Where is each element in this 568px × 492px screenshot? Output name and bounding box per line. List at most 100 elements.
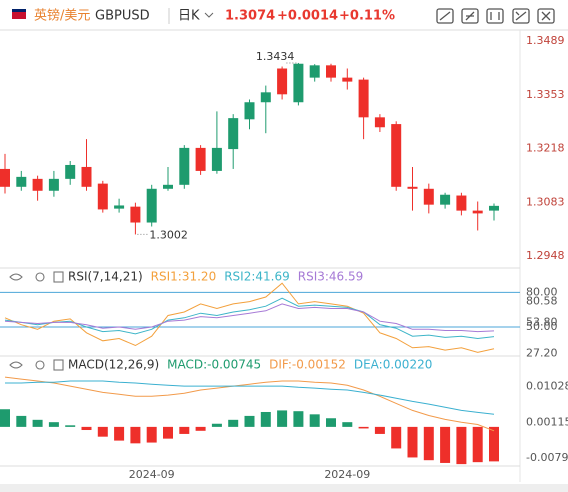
candle-body [16, 176, 27, 187]
histogram-bar [326, 418, 336, 427]
candle-body [211, 147, 222, 171]
histogram-bar [179, 426, 190, 434]
histogram-bar [81, 426, 92, 431]
change-pct: +0.11% [339, 9, 395, 24]
candle-body [195, 147, 206, 171]
indicator-title: MACD(12,26,9) [68, 358, 159, 372]
candle-body [472, 210, 483, 214]
histogram-bar [293, 411, 304, 427]
histogram-bar [48, 422, 59, 427]
candle-body [114, 205, 125, 209]
candle-body [293, 63, 304, 103]
y-tick-label: 50.00 [526, 320, 558, 333]
x-tick-label: 2024-09 [324, 468, 370, 481]
histogram-bar [374, 426, 385, 434]
histogram-bar [211, 423, 222, 427]
candle-body [277, 68, 288, 95]
candle-body [374, 117, 385, 128]
legend-entry: DIF:-0.00152 [269, 358, 346, 372]
histogram-bar [244, 415, 255, 427]
legend-entry: DEA:0.00220 [354, 358, 433, 372]
close-button[interactable] [537, 8, 555, 24]
histogram-bar [228, 419, 239, 427]
settings-button[interactable] [35, 360, 45, 370]
candle-body [81, 166, 92, 187]
histogram-bar [407, 426, 418, 458]
candle-body [407, 186, 418, 189]
indicator-title: RSI(7,14,21) [68, 270, 143, 284]
histogram-bar [130, 426, 141, 444]
tool-button[interactable] [436, 8, 454, 24]
tool-button[interactable] [512, 8, 530, 24]
histogram-bar [391, 426, 402, 449]
legend-entry: RSI3:46.59 [298, 270, 364, 284]
tool-button[interactable] [486, 8, 504, 24]
indicator-line [4, 282, 495, 353]
histogram-bar [16, 415, 27, 427]
candle-body [326, 65, 336, 78]
histogram-bar [32, 419, 43, 427]
candle-body [342, 77, 353, 82]
histogram-bar [342, 422, 353, 427]
value-tag: 53.80 [526, 316, 558, 329]
candle-body [391, 124, 402, 187]
tool-icon [490, 12, 500, 20]
y-tick-label: 1.2948 [526, 249, 565, 262]
indicator-line [4, 303, 495, 333]
candle-body [163, 184, 173, 189]
candle-body [32, 178, 43, 191]
visibility-toggle[interactable] [9, 361, 23, 369]
y-tick-label: 1.3218 [526, 142, 565, 155]
histogram-bar [0, 409, 10, 427]
y-tick-label: 1.3489 [526, 34, 565, 47]
histogram-bar [440, 426, 451, 463]
candle-body [0, 168, 10, 187]
high-annotation: 1.3434 [256, 50, 295, 63]
symbol-icon [12, 9, 26, 19]
indicator-icon [53, 359, 64, 371]
symbol-code: GBPUSD [95, 9, 150, 24]
candle-body [244, 102, 255, 120]
histogram-bar [114, 426, 125, 441]
value-tag: 80.58 [526, 295, 558, 308]
candle-body [358, 79, 369, 118]
y-tick-label: 80.00 [526, 285, 558, 298]
histogram-bar [65, 425, 76, 427]
y-tick-label: -0.00798 [526, 451, 568, 464]
symbol-name: 英镑/美元 [34, 8, 90, 24]
period-dropdown[interactable] [204, 12, 214, 18]
settings-button[interactable] [35, 272, 45, 282]
candle-body [260, 92, 271, 103]
period[interactable]: 日K [178, 9, 200, 24]
candle-body [423, 188, 434, 205]
y-tick-label: 1.3353 [526, 88, 565, 101]
price: 1.3074 [225, 9, 275, 24]
tool-icon [439, 11, 451, 21]
tool-icon [465, 11, 475, 21]
scrollbar[interactable] [0, 484, 568, 492]
value-tag: 27.20 [526, 346, 558, 359]
histogram-bar [472, 426, 483, 463]
histogram-bar [163, 426, 173, 439]
y-tick-label: 0.01028 [526, 380, 568, 393]
histogram-bar [146, 426, 157, 443]
visibility-toggle[interactable] [9, 273, 23, 281]
candle-body [489, 205, 499, 211]
indicator-line [5, 380, 495, 415]
histogram-bar [277, 410, 288, 427]
tool-button[interactable] [461, 8, 479, 24]
candle-body [309, 65, 320, 78]
legend-entry: RSI1:31.20 [151, 270, 217, 284]
x-tick-label: 2024-09 [129, 468, 175, 481]
candle-body [456, 195, 467, 211]
histogram-bar [423, 426, 434, 461]
legend-entry: RSI2:41.69 [224, 270, 290, 284]
y-tick-label: 0.00115 [526, 415, 568, 428]
candle-body [48, 178, 59, 191]
histogram-bar [489, 426, 499, 462]
histogram-bar [260, 411, 271, 427]
histogram-bar [456, 426, 467, 465]
low-annotation: 1.3002 [149, 228, 188, 241]
histogram-bar [195, 426, 206, 431]
